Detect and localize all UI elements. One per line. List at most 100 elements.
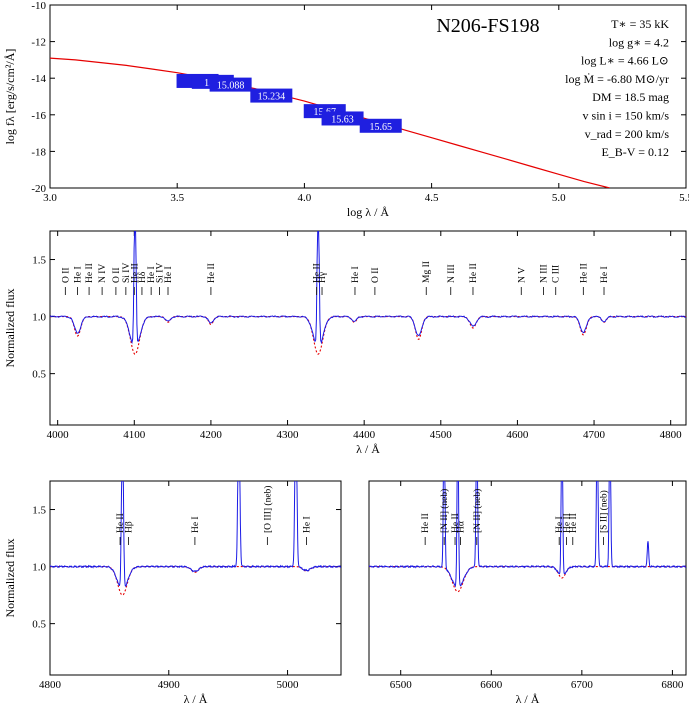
x-tick-label: 4400 xyxy=(353,429,376,441)
line-id-label: He I xyxy=(74,266,84,283)
line-id-label: [O III] (neb) xyxy=(262,486,273,533)
stellar-parameter: log Ṁ = -6.80 M⊙/yr xyxy=(565,72,669,86)
photometry-label: 15.63 xyxy=(331,114,354,125)
model-spectrum-line xyxy=(50,316,686,355)
line-id-label: He II xyxy=(313,263,323,283)
line-id-label: He I xyxy=(303,516,313,533)
x-tick-label: 4300 xyxy=(277,429,300,441)
x-tick-label: 5.5 xyxy=(679,192,689,204)
y-tick-label: -12 xyxy=(31,37,46,49)
line-id-label: [N II] (neb) xyxy=(439,489,450,533)
photometry-box xyxy=(359,118,402,133)
line-id-label: Si IV xyxy=(156,263,166,283)
x-tick-label: 5.0 xyxy=(552,192,566,204)
line-id-label: Hδ xyxy=(138,271,148,283)
line-id-label: He II xyxy=(421,513,431,533)
stellar-parameter: T∗ = 35 kK xyxy=(611,17,669,31)
y-tick-label: 1.0 xyxy=(32,562,46,574)
line-id-label: He II xyxy=(116,513,126,533)
observed-spectrum-line xyxy=(50,481,341,588)
y-tick-label: -10 xyxy=(31,0,46,12)
panel-sed: 3.0 3.5 4.0 4.5 5.0 5.5 -10 -12 -14 -16 -18 -20 log … xyxy=(3,0,689,219)
x-tick-label: 6600 xyxy=(480,679,503,691)
line-id-label: C III xyxy=(552,265,562,283)
x-axis-label: λ / Å xyxy=(184,692,208,706)
line-id-label: N V xyxy=(517,267,527,283)
y-tick-label: -20 xyxy=(31,183,46,195)
line-id-label: He II xyxy=(130,263,140,283)
x-tick-label: 4000 xyxy=(47,429,70,441)
line-id-label: [N II] (neb) xyxy=(472,489,483,533)
x-tick-label: 3.5 xyxy=(170,192,184,204)
x-tick-label: 4100 xyxy=(123,429,146,441)
photometry-label: 15.088 xyxy=(217,81,245,92)
line-id-label: He I xyxy=(147,266,157,283)
model-spectrum-line xyxy=(369,566,686,593)
stellar-parameter: DM = 18.5 mag xyxy=(592,90,669,104)
y-tick-label: -16 xyxy=(31,110,46,122)
photometry-box xyxy=(209,77,252,92)
line-id-label: He I xyxy=(164,266,174,283)
x-tick-label: 6800 xyxy=(661,679,684,691)
photometry-box xyxy=(250,88,293,103)
y-tick-label: -14 xyxy=(31,73,46,85)
x-tick-label: 4.0 xyxy=(298,192,312,204)
line-id-label: [S II] (neb) xyxy=(599,490,610,533)
y-tick-label: 0.5 xyxy=(32,369,46,381)
y-axis-label: Normalized flux xyxy=(3,289,17,368)
x-tick-label: 4700 xyxy=(583,429,606,441)
line-id-label: He I xyxy=(351,266,361,283)
x-axis-label: λ / Å xyxy=(356,442,380,456)
x-tick-label: 4800 xyxy=(660,429,683,441)
stellar-parameter: log L∗ = 4.66 L⊙ xyxy=(581,54,669,68)
stellar-parameter: v sin i = 150 km/s xyxy=(583,109,670,123)
x-tick-label: 4.5 xyxy=(425,192,439,204)
line-id-label: O II xyxy=(112,267,122,283)
line-id-label: He I xyxy=(555,516,565,533)
x-tick-label: 4900 xyxy=(158,679,181,691)
photometry-box xyxy=(321,111,364,126)
line-id-label: He II xyxy=(579,263,589,283)
x-tick-label: 6700 xyxy=(571,679,594,691)
line-id-label: He II xyxy=(207,263,217,283)
line-id-label: Si IV xyxy=(122,263,132,283)
photometry-label: 15.65 xyxy=(369,122,392,133)
line-id-label: O II xyxy=(371,267,381,283)
line-id-label: He II xyxy=(469,263,479,283)
y-tick-label: 1.0 xyxy=(32,312,46,324)
line-id-label: Hβ xyxy=(124,521,134,533)
plot-frame xyxy=(49,4,687,189)
line-id-label: He I xyxy=(600,266,610,283)
y-tick-label: 1.5 xyxy=(32,505,46,517)
observed-spectrum-line xyxy=(50,231,686,345)
line-id-label: He II xyxy=(569,513,579,533)
y-axis-label: Normalized flux xyxy=(3,539,17,618)
x-tick-label: 4800 xyxy=(39,679,62,691)
y-tick-label: 1.5 xyxy=(32,255,46,267)
line-id-label: N IV xyxy=(98,264,108,283)
star-name-title: N206-FS198 xyxy=(436,15,539,37)
line-id-label: Hα xyxy=(456,521,466,533)
line-id-label: Hγ xyxy=(318,272,328,283)
y-tick-label: 0.5 xyxy=(32,619,46,631)
x-tick-label: 4500 xyxy=(430,429,453,441)
plot-frame xyxy=(368,480,687,676)
line-id-label: He II xyxy=(562,513,572,533)
panel-blue-spectrum: 4000 4100 4200 4300 4400 4500 4600 4700 4800 0.5 1… xyxy=(3,230,687,456)
line-id-label: N III xyxy=(539,264,549,283)
line-id-label: O II xyxy=(61,267,71,283)
panel-hbeta-spectrum: 4800 4900 5000 0.5 1.0 1.5 λ / Å Normalized flu… xyxy=(3,480,342,706)
x-tick-label: 3.0 xyxy=(43,192,57,204)
x-tick-label: 4600 xyxy=(506,429,529,441)
line-id-label: N III xyxy=(447,264,457,283)
stellar-parameter: v_rad = 200 km/s xyxy=(585,127,670,141)
x-tick-label: 5000 xyxy=(277,679,300,691)
photometry-label: 15.234 xyxy=(258,92,286,103)
line-id-label: He I xyxy=(191,516,201,533)
plot-frame xyxy=(49,230,687,426)
line-id-label: Mg II xyxy=(422,261,432,283)
plot-frame xyxy=(49,480,342,676)
observed-spectrum-line xyxy=(369,481,686,588)
